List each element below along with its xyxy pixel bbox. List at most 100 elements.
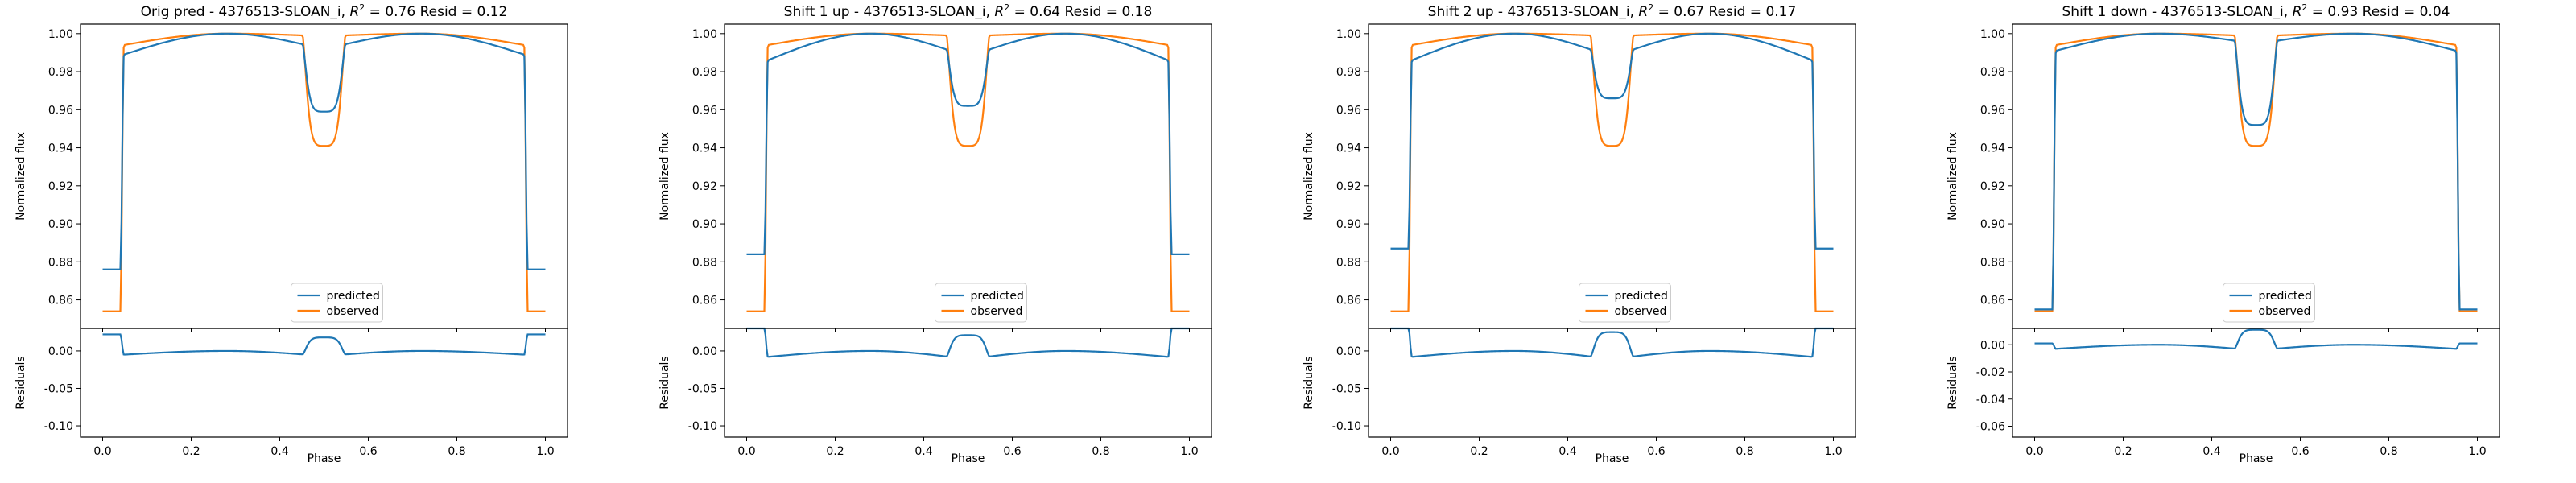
y-tick-label-top: 1.00 bbox=[48, 28, 73, 41]
chart-panel-2: Shift 1 up - 4376513-SLOAN_i, R2 = 0.64 … bbox=[658, 2, 1212, 465]
legend-label-observed: observed bbox=[971, 305, 1023, 318]
predicted-line bbox=[102, 32, 546, 270]
predicted-line bbox=[2034, 32, 2478, 311]
y-tick-label-bottom: 0.00 bbox=[692, 345, 717, 358]
y-axis-label-bottom: Residuals bbox=[1302, 356, 1315, 409]
y-tick-label-top: 0.94 bbox=[1980, 142, 2005, 155]
x-tick-label: 0.8 bbox=[448, 445, 465, 458]
y-tick-label-top: 0.86 bbox=[48, 295, 73, 308]
legend-label-predicted: predicted bbox=[2259, 290, 2312, 303]
top-curves bbox=[746, 32, 1190, 312]
x-tick-label: 1.0 bbox=[1824, 445, 1842, 458]
title-suffix: = 0.64 Resid = 0.18 bbox=[1009, 4, 1152, 20]
x-tick-label: 0.2 bbox=[2114, 445, 2132, 458]
x-tick-label: 0.8 bbox=[1092, 445, 1109, 458]
y-tick-label-top: 0.90 bbox=[48, 218, 73, 231]
x-axis-label: Phase bbox=[1596, 452, 1629, 465]
top-axes-frame bbox=[2012, 23, 2500, 329]
observed-line bbox=[102, 32, 546, 312]
y-tick-label-top: 0.92 bbox=[692, 180, 717, 193]
y-tick-label-bottom: -0.04 bbox=[1976, 394, 2005, 407]
y-tick-label-top: 0.90 bbox=[1336, 218, 1361, 231]
x-tick-label: 0.8 bbox=[2380, 445, 2397, 458]
y-axis-label-top: Normalized flux bbox=[1302, 132, 1315, 221]
y-tick-label-top: 0.94 bbox=[48, 142, 73, 155]
x-tick-label: 0.2 bbox=[1470, 445, 1488, 458]
y-tick-label-bottom: -0.10 bbox=[1332, 420, 1361, 433]
title-r: R bbox=[1638, 4, 1648, 20]
y-tick-label-top: 1.00 bbox=[692, 28, 717, 41]
y-tick-label-top: 0.98 bbox=[1980, 66, 2005, 79]
legend-label-predicted: predicted bbox=[327, 290, 380, 303]
y-tick-label-top: 0.90 bbox=[692, 218, 717, 231]
observed-line bbox=[1390, 32, 1834, 312]
title-prefix: Shift 1 up - 4376513-SLOAN_i, bbox=[784, 4, 995, 20]
legend-label-observed: observed bbox=[1615, 305, 1667, 318]
bottom-axes-frame bbox=[80, 328, 568, 438]
legend-box bbox=[291, 283, 383, 323]
y-tick-label-bottom: -0.06 bbox=[1976, 421, 2005, 434]
x-tick-label: 0.4 bbox=[2202, 445, 2220, 458]
y-axis-label-top: Normalized flux bbox=[14, 132, 27, 221]
title-suffix: = 0.67 Resid = 0.17 bbox=[1653, 4, 1796, 20]
legend-label-observed: observed bbox=[327, 305, 379, 318]
x-tick-label: 0.4 bbox=[914, 445, 932, 458]
title-suffix: = 0.93 Resid = 0.04 bbox=[2307, 4, 2450, 20]
x-tick-label: 0.0 bbox=[93, 445, 111, 458]
title-r: R bbox=[994, 4, 1004, 20]
y-tick-label-top: 0.86 bbox=[1336, 295, 1361, 308]
y-tick-label-top: 0.98 bbox=[1336, 66, 1361, 79]
y-tick-label-bottom: -0.05 bbox=[688, 382, 717, 395]
chart-title: Shift 1 down - 4376513-SLOAN_i, R2 = 0.9… bbox=[2062, 2, 2450, 20]
y-tick-label-top: 0.96 bbox=[48, 104, 73, 117]
legend-box bbox=[1579, 283, 1671, 323]
y-tick-label-bottom: 0.00 bbox=[48, 345, 73, 358]
residual-line bbox=[102, 333, 546, 356]
top-curves bbox=[2034, 32, 2478, 312]
x-tick-label: 1.0 bbox=[536, 445, 554, 458]
y-tick-label-top: 1.00 bbox=[1980, 28, 2005, 41]
y-axis-label-top: Normalized flux bbox=[1946, 132, 1959, 221]
y-tick-label-top: 0.92 bbox=[1336, 180, 1361, 193]
title-superscript: 2 bbox=[1648, 2, 1653, 13]
x-tick-label: 0.4 bbox=[270, 445, 288, 458]
x-tick-label: 1.0 bbox=[2468, 445, 2486, 458]
y-tick-label-top: 0.96 bbox=[1336, 104, 1361, 117]
bottom-axes-frame bbox=[724, 328, 1212, 438]
y-tick-label-top: 0.98 bbox=[48, 66, 73, 79]
x-tick-label: 0.0 bbox=[2025, 445, 2043, 458]
title-r: R bbox=[2293, 4, 2302, 20]
chart-panel-4: Shift 1 down - 4376513-SLOAN_i, R2 = 0.9… bbox=[1946, 2, 2500, 465]
y-tick-label-top: 0.88 bbox=[1336, 256, 1361, 269]
chart-title: Shift 1 up - 4376513-SLOAN_i, R2 = 0.64 … bbox=[784, 2, 1153, 20]
top-axes-frame bbox=[724, 23, 1212, 329]
legend-label-predicted: predicted bbox=[971, 290, 1024, 303]
y-axis-label-bottom: Residuals bbox=[1946, 356, 1959, 409]
predicted-line bbox=[1390, 32, 1834, 250]
residual-line bbox=[746, 327, 1190, 358]
chart-panel-1: Orig pred - 4376513-SLOAN_i, R2 = 0.76 R… bbox=[14, 2, 568, 465]
top-curves bbox=[102, 32, 546, 312]
y-tick-label-bottom: -0.05 bbox=[44, 382, 73, 395]
x-axis-label: Phase bbox=[952, 452, 985, 465]
y-axis-label-top: Normalized flux bbox=[658, 132, 671, 221]
legend: predicted observed bbox=[2223, 283, 2315, 323]
predicted-line bbox=[746, 32, 1190, 255]
x-tick-label: 1.0 bbox=[1180, 445, 1198, 458]
legend-box bbox=[935, 283, 1027, 323]
y-tick-label-bottom: 0.00 bbox=[1336, 345, 1361, 358]
y-tick-label-bottom: 0.00 bbox=[1980, 339, 2005, 352]
title-r: R bbox=[349, 4, 359, 20]
x-tick-label: 0.6 bbox=[1647, 445, 1665, 458]
y-tick-label-bottom: -0.02 bbox=[1976, 366, 2005, 379]
x-tick-label: 0.0 bbox=[1381, 445, 1399, 458]
title-prefix: Shift 1 down - 4376513-SLOAN_i, bbox=[2062, 4, 2293, 20]
bottom-axes-frame bbox=[2012, 328, 2500, 438]
bottom-axes-frame bbox=[1368, 328, 1856, 438]
chart-panel-3: Shift 2 up - 4376513-SLOAN_i, R2 = 0.67 … bbox=[1302, 2, 1856, 465]
y-tick-label-top: 0.92 bbox=[1980, 180, 2005, 193]
y-tick-label-top: 0.86 bbox=[692, 295, 717, 308]
title-suffix: = 0.76 Resid = 0.12 bbox=[365, 4, 507, 20]
y-tick-label-top: 0.94 bbox=[1336, 142, 1361, 155]
